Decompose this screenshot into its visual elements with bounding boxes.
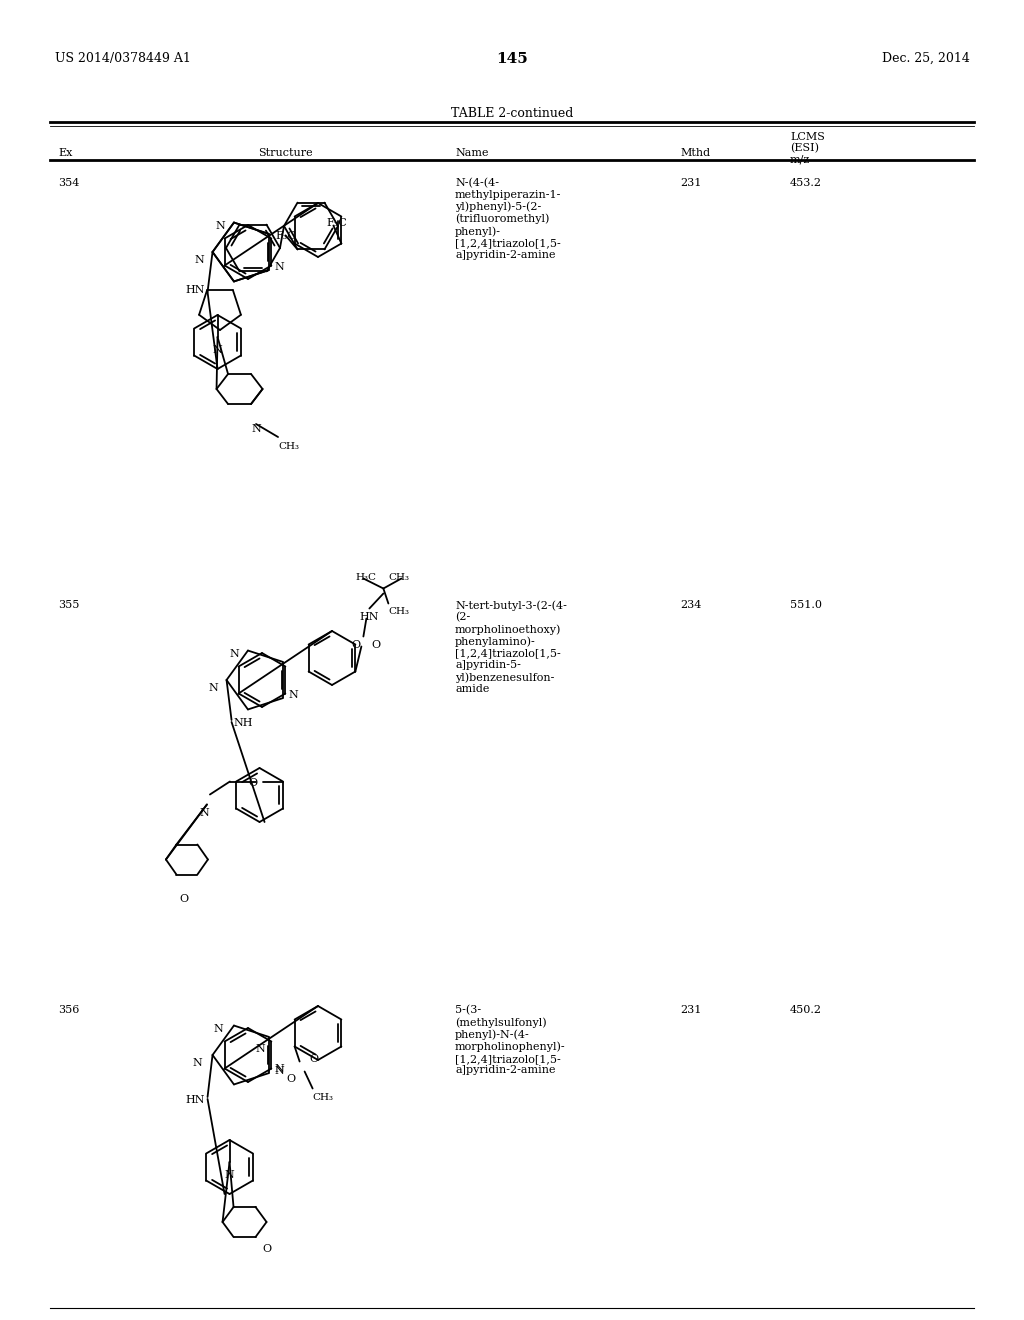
Text: N: N	[289, 690, 298, 701]
Text: m/z: m/z	[790, 154, 810, 164]
Text: N: N	[274, 1064, 284, 1074]
Text: N: N	[193, 1059, 203, 1068]
Text: O: O	[372, 639, 381, 649]
Text: 450.2: 450.2	[790, 1005, 822, 1015]
Text: N: N	[216, 220, 225, 231]
Text: O: O	[179, 895, 188, 904]
Text: 356: 356	[58, 1005, 80, 1015]
Text: CH₃: CH₃	[388, 606, 410, 615]
Text: 145: 145	[496, 51, 528, 66]
Text: 354: 354	[58, 178, 80, 187]
Text: Dec. 25, 2014: Dec. 25, 2014	[882, 51, 970, 65]
Text: CH₃: CH₃	[279, 442, 299, 451]
Text: 355: 355	[58, 601, 80, 610]
Text: Structure: Structure	[258, 148, 312, 158]
Text: O: O	[351, 639, 360, 649]
Text: N-tert-butyl-3-(2-(4-
(2-
morpholinoethoxy)
phenylamino)-
[1,2,4]triazolo[1,5-
a: N-tert-butyl-3-(2-(4- (2- morpholinoetho…	[455, 601, 567, 694]
Text: O: O	[309, 1055, 318, 1064]
Text: 231: 231	[680, 1005, 701, 1015]
Text: O: O	[248, 777, 257, 788]
Text: F₃C: F₃C	[327, 219, 347, 228]
Text: TABLE 2-continued: TABLE 2-continued	[451, 107, 573, 120]
Text: Name: Name	[455, 148, 488, 158]
Text: O: O	[262, 1243, 271, 1254]
Text: Mthd: Mthd	[680, 148, 710, 158]
Text: N: N	[224, 1170, 234, 1180]
Text: NH: NH	[233, 718, 253, 729]
Text: F₃C: F₃C	[275, 231, 296, 242]
Text: N: N	[230, 648, 240, 659]
Text: CH₃: CH₃	[312, 1093, 334, 1102]
Text: N: N	[209, 682, 218, 693]
Text: N: N	[274, 1065, 284, 1076]
Text: HN: HN	[185, 285, 205, 294]
Text: 5-(3-
(methylsulfonyl)
phenyl)-N-(4-
morpholinophenyl)-
[1,2,4]triazolo[1,5-
a]p: 5-(3- (methylsulfonyl) phenyl)-N-(4- mor…	[455, 1005, 565, 1076]
Text: N-(4-(4-
methylpiperazin-1-
yl)phenyl)-5-(2-
(trifluoromethyl)
phenyl)-
[1,2,4]t: N-(4-(4- methylpiperazin-1- yl)phenyl)-5…	[455, 178, 561, 260]
Text: O: O	[287, 1074, 296, 1085]
Text: 231: 231	[680, 178, 701, 187]
Text: LCMS: LCMS	[790, 132, 825, 143]
Text: 453.2: 453.2	[790, 178, 822, 187]
Text: N: N	[213, 345, 222, 355]
Text: 234: 234	[680, 601, 701, 610]
Text: N: N	[255, 1044, 265, 1053]
Text: 551.0: 551.0	[790, 601, 822, 610]
Text: N: N	[274, 263, 284, 272]
Text: HN: HN	[185, 1096, 205, 1105]
Text: N: N	[195, 255, 205, 265]
Text: N: N	[200, 808, 210, 817]
Text: H₃C: H₃C	[355, 573, 377, 582]
Text: N: N	[214, 1023, 223, 1034]
Text: Ex: Ex	[58, 148, 73, 158]
Text: (ESI): (ESI)	[790, 143, 819, 153]
Text: US 2014/0378449 A1: US 2014/0378449 A1	[55, 51, 190, 65]
Text: HN: HN	[359, 611, 379, 622]
Text: CH₃: CH₃	[388, 573, 410, 582]
Text: N: N	[251, 424, 261, 434]
